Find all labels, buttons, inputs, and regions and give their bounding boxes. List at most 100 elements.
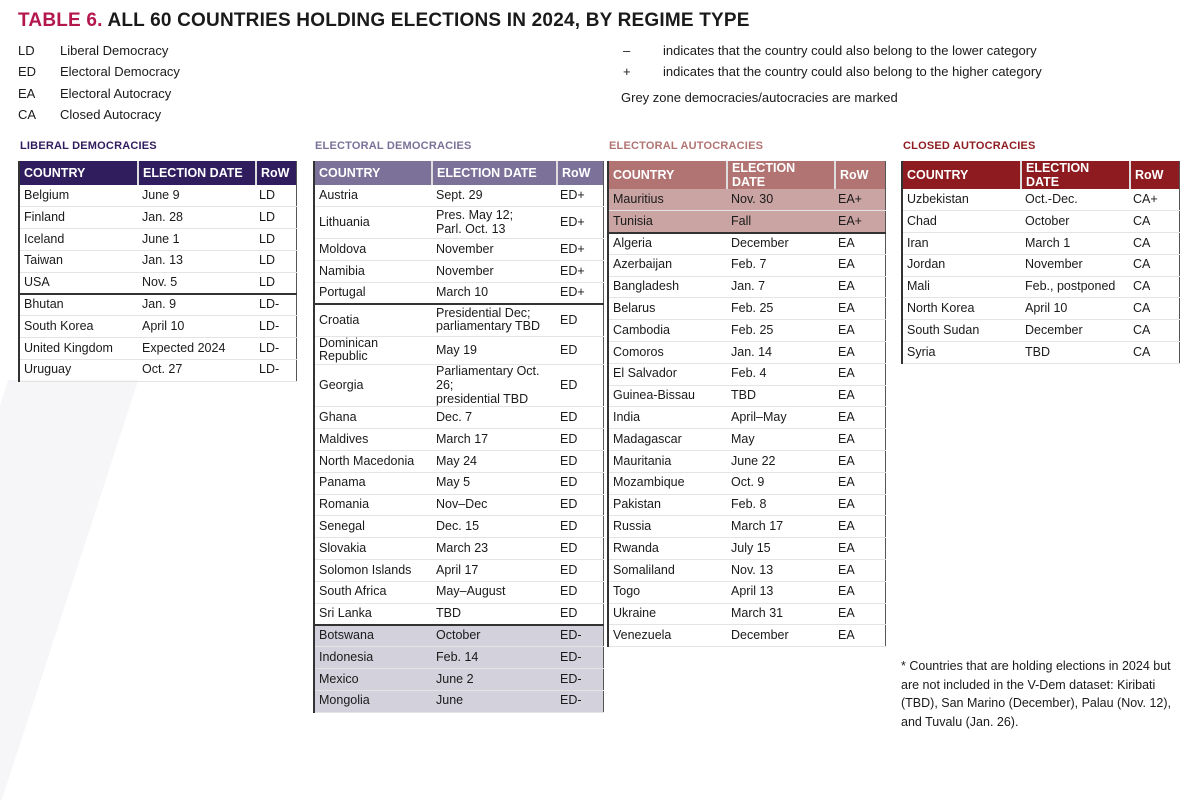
table-row: Syria TBD CA (902, 341, 1179, 364)
legend-label: Electoral Autocracy (60, 85, 172, 101)
country-cell: Georgia (314, 364, 432, 408)
row-cell: EA+ (835, 189, 885, 212)
election-date-cell: Feb. 25 (727, 319, 835, 343)
table-row: Uzbekistan Oct.-Dec. CA+ (902, 189, 1179, 212)
table-row: Mongolia June ED- (314, 690, 603, 713)
country-cell: Moldova (314, 238, 432, 262)
country-cell: South Africa (314, 581, 432, 604)
table-row: Sri Lanka TBD ED (314, 603, 603, 626)
country-cell: Lithuania (314, 206, 432, 240)
row-cell: ED- (557, 690, 603, 713)
row-cell: ED (557, 581, 603, 604)
country-cell: Solomon Islands (314, 559, 432, 582)
election-date-cell: Feb., postponed (1021, 276, 1130, 299)
table-row: Taiwan Jan. 13 LD (19, 250, 296, 273)
country-cell: Slovakia (314, 537, 432, 561)
country-cell: El Salvador (608, 363, 727, 386)
note-plus: + indicates that the country could also b… (621, 64, 1042, 85)
country-cell: Mongolia (314, 690, 432, 713)
header-row: COUNTRY ELECTION DATE RoW (608, 161, 885, 189)
table-row: Azerbaijan Feb. 7 EA (608, 254, 885, 277)
legend-item: ED Electoral Democracy (18, 64, 180, 85)
legend-label: Closed Autocracy (60, 106, 162, 122)
table-row: Madagascar May EA (608, 428, 885, 452)
row-cell: CA (1130, 254, 1179, 277)
country-cell: Uruguay (19, 359, 138, 382)
row-cell: ED (557, 472, 603, 495)
note-minus: – indicates that the country could also b… (621, 43, 1042, 64)
column-header-row: RoW (256, 161, 296, 185)
election-date-cell: April–May (727, 406, 835, 430)
row-cell: EA (835, 363, 885, 386)
country-cell: Somaliland (608, 559, 727, 582)
country-cell: USA (19, 272, 138, 295)
country-cell: Senegal (314, 515, 432, 539)
country-cell: North Macedonia (314, 450, 432, 473)
legend-item: CA Closed Autocracy (18, 107, 180, 128)
table-row: Cambodia Feb. 25 EA (608, 319, 885, 343)
header-row: COUNTRY ELECTION DATE RoW (902, 161, 1179, 189)
column-header-date: ELECTION DATE (138, 161, 257, 185)
row-cell: LD- (256, 292, 296, 317)
section-title: ELECTORAL AUTOCRACIES (609, 140, 764, 152)
row-cell: ED (557, 559, 603, 582)
table-row: Tunisia Fall EA+ (608, 210, 885, 234)
row-cell: EA (835, 319, 885, 343)
table-row: Belgium June 9 LD (19, 185, 296, 208)
election-date-cell: Dec. 7 (432, 406, 557, 430)
election-date-cell: November (432, 238, 557, 262)
election-date-cell: June 2 (432, 668, 557, 691)
table-row: South Africa May–August ED (314, 581, 603, 604)
country-cell: Maldives (314, 428, 432, 452)
row-cell: ED (557, 364, 603, 408)
row-cell: LD (256, 206, 296, 230)
row-cell: EA (835, 624, 885, 648)
row-cell: EA (835, 472, 885, 495)
row-cell: EA (835, 406, 885, 430)
table-row: Mauritania June 22 EA (608, 450, 885, 473)
table-ed: COUNTRY ELECTION DATE RoW Austria Sept. 29 ED… (313, 161, 604, 713)
table-row: Rwanda July 15 EA (608, 537, 885, 561)
footnote: * Countries that are holding elections i… (901, 659, 1171, 729)
row-cell: EA (835, 537, 885, 561)
election-date-cell: Fall (727, 210, 835, 234)
election-date-cell: May (727, 428, 835, 452)
row-cell: LD (256, 185, 296, 208)
row-cell: ED+ (557, 238, 603, 262)
election-date-cell: Feb. 25 (727, 297, 835, 321)
country-cell: Russia (608, 515, 727, 539)
election-date-cell: May 5 (432, 472, 557, 495)
election-date-cell: December (727, 231, 835, 255)
row-cell: ED+ (557, 206, 603, 240)
election-date-cell: April 13 (727, 581, 835, 604)
election-date-cell: Pres. May 12; Parl. Oct. 13 (432, 206, 557, 240)
legend-item: EA Electoral Autocracy (18, 86, 180, 107)
election-date-cell: Jan. 13 (138, 250, 256, 273)
header-row: COUNTRY ELECTION DATE RoW (19, 161, 296, 185)
row-cell: ED (557, 450, 603, 473)
page-title: TABLE 6. ALL 60 COUNTRIES HOLDING ELECTI… (18, 10, 750, 32)
table-row: Indonesia Feb. 14 ED- (314, 646, 603, 669)
election-date-cell: Jan. 9 (138, 292, 256, 317)
country-cell: South Korea (19, 315, 138, 339)
country-cell: India (608, 406, 727, 430)
table-row: Pakistan Feb. 8 EA (608, 494, 885, 517)
country-cell: Mexico (314, 668, 432, 691)
country-cell: Togo (608, 581, 727, 604)
section-title: CLOSED AUTOCRACIES (903, 140, 1036, 152)
table-row: Croatia Presidential Dec; parliamentary T… (314, 303, 603, 337)
row-cell: LD (256, 272, 296, 295)
country-cell: Jordan (902, 254, 1021, 277)
section-title: LIBERAL DEMOCRACIES (20, 140, 157, 152)
country-cell: Mauritania (608, 450, 727, 473)
table-row: Comoros Jan. 14 EA (608, 341, 885, 364)
row-cell: EA (835, 297, 885, 321)
table-row: North Korea April 10 CA (902, 297, 1179, 321)
country-cell: Austria (314, 185, 432, 208)
row-cell: EA (835, 254, 885, 277)
country-cell: Uzbekistan (902, 189, 1021, 212)
row-cell: ED- (557, 668, 603, 691)
section-ld: LIBERAL DEMOCRACIES COUNTRY ELECTION DATE R… (18, 140, 297, 382)
legend-abbr: ED (18, 64, 37, 80)
abbreviation-legend: LD Liberal Democracy ED Electoral Democrac… (18, 43, 180, 128)
